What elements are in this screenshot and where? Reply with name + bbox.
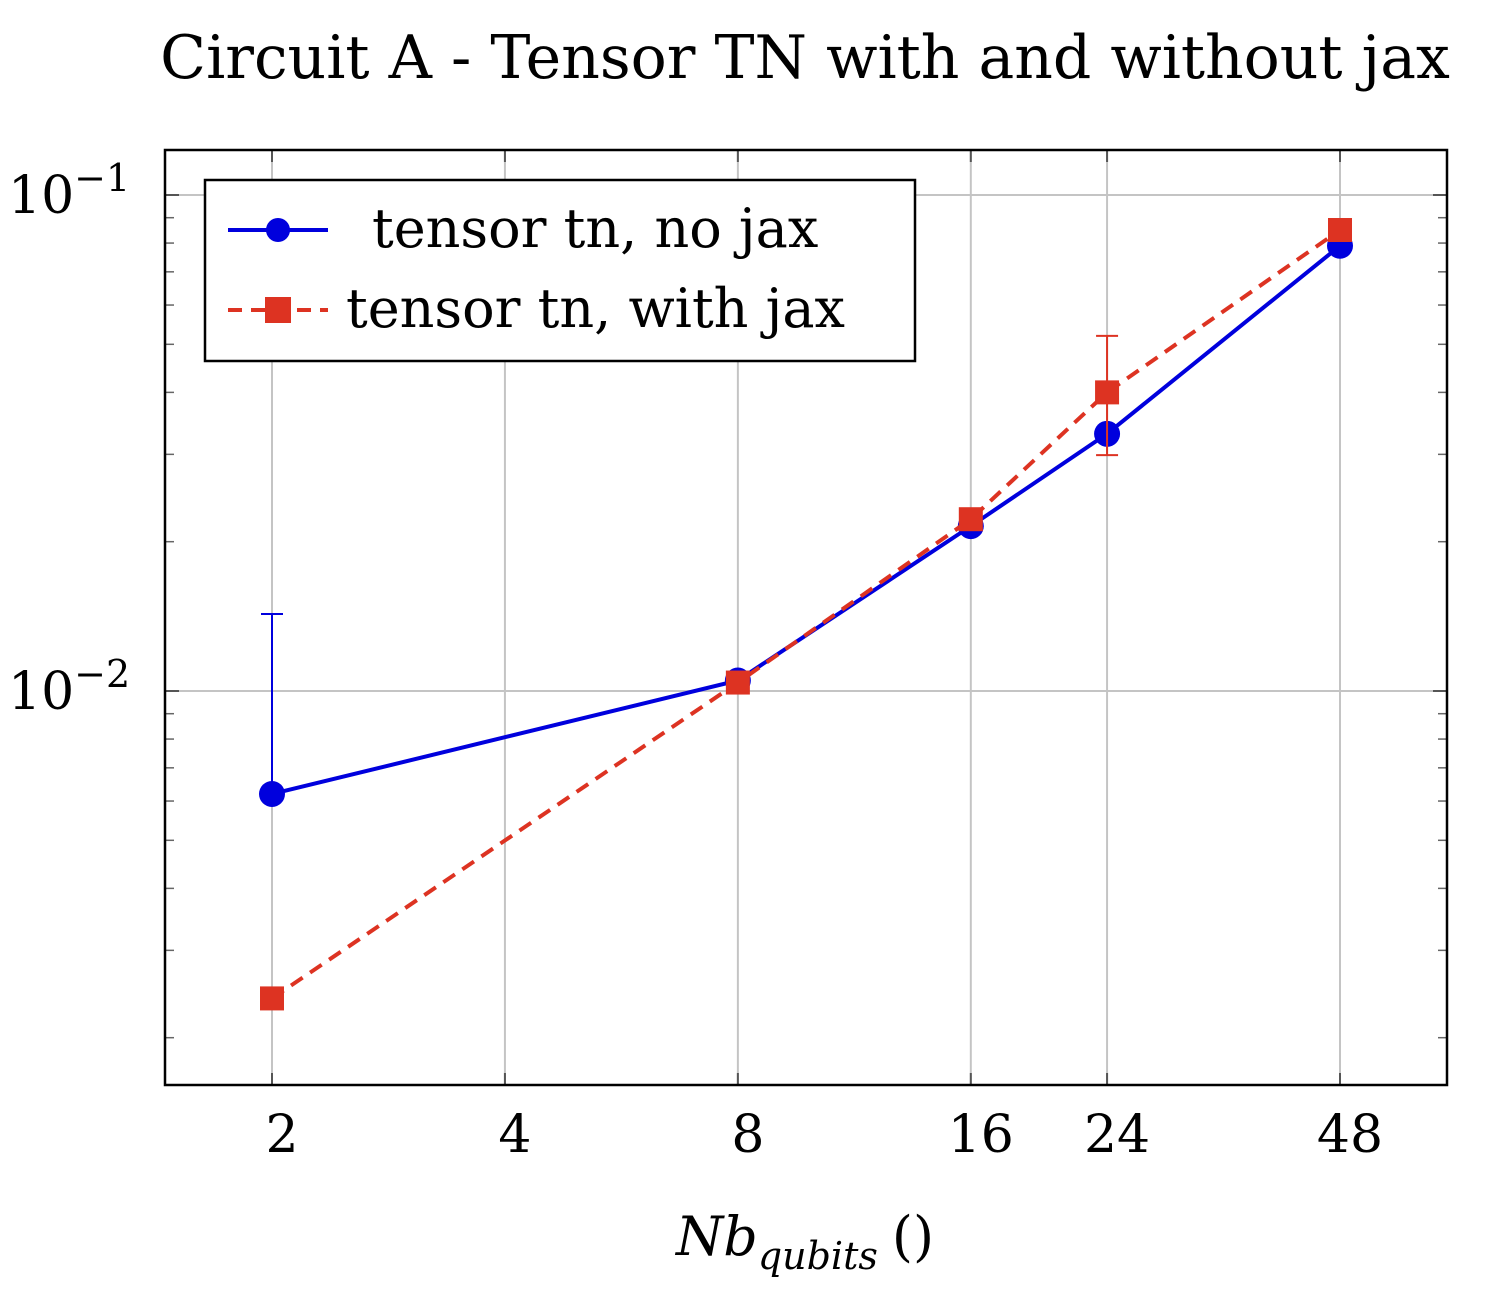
data-point [958, 507, 983, 532]
x-tick-label: 2 [265, 1105, 298, 1165]
x-axis-label: Nbqubits () [674, 1205, 934, 1278]
minor-ticks [165, 216, 1447, 1039]
legend-label-no-jax: tensor tn, no jax [372, 197, 818, 260]
series-line-1 [270, 228, 1342, 1001]
x-axis-label-sub: qubits [758, 1234, 878, 1278]
y-tick-label: 10−2 [8, 652, 130, 722]
data-point [260, 986, 284, 1011]
x-tick-label: 4 [498, 1105, 531, 1165]
plot-frame [163, 148, 1449, 1087]
legend-box [203, 178, 917, 363]
x-tick-label: 48 [1317, 1105, 1383, 1165]
legend-marker-no-jax [266, 218, 290, 242]
x-tick-label: 24 [1084, 1105, 1150, 1165]
data-point [725, 670, 750, 695]
x-axis-label-main: Nb [674, 1205, 758, 1268]
data-point [259, 780, 285, 807]
series-layer [259, 218, 1353, 1011]
legend-label-with-jax: tensor tn, with jax [346, 277, 845, 340]
x-tick-labels: 2 4 8 16 24 48 [265, 1105, 1383, 1165]
chart-title: Circuit A - Tensor TN with and without j… [160, 23, 1450, 93]
legend: tensor tn, no jax tensor tn, with jax [203, 178, 917, 363]
x-tick-label: 16 [948, 1105, 1014, 1165]
y-tick-labels: 10−1 10−2 [8, 156, 130, 722]
data-point [1095, 380, 1120, 405]
y-tick-label: 10−1 [8, 156, 130, 226]
x-tick-label: 8 [731, 1105, 764, 1165]
data-point [1328, 218, 1352, 243]
legend-marker-with-jax [265, 297, 291, 323]
x-axis-label-units: () [892, 1205, 934, 1268]
